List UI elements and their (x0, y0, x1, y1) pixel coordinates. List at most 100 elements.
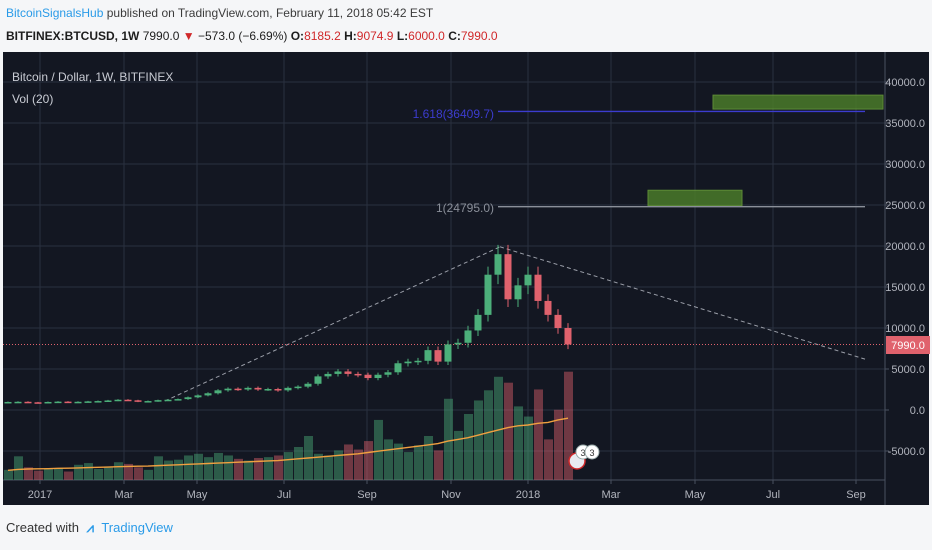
volume-bar (494, 376, 503, 480)
candle-body (64, 401, 72, 404)
x-tick-label: Sep (846, 489, 866, 501)
volume-bar (284, 452, 293, 480)
down-arrow-icon: ▼ (182, 29, 195, 43)
target-zone-upper (712, 94, 884, 110)
volume-bar (124, 463, 133, 480)
volume-bar (264, 457, 273, 480)
volume-bar (424, 436, 433, 480)
candle-body (4, 401, 12, 404)
volume-bar (514, 406, 523, 480)
candle-body (114, 399, 122, 402)
tradingview-brand[interactable]: TradingView (101, 520, 173, 535)
y-tick-label: 35000.0 (885, 118, 925, 130)
candle-body (254, 387, 262, 390)
candle-body (434, 350, 442, 362)
candle-body (384, 372, 392, 375)
candle-body (344, 371, 352, 374)
y-tick-label: -5000.0 (888, 446, 925, 458)
volume-bar (84, 463, 93, 480)
volume-bar (294, 447, 303, 480)
publisher-username[interactable]: BitcoinSignalsHub (6, 6, 104, 20)
close-value: 7990.0 (460, 29, 498, 43)
y-tick-label: 20000.0 (885, 241, 925, 253)
event-markers[interactable]: 3 3 (568, 444, 600, 470)
candle-body (74, 401, 82, 404)
series-legend[interactable]: Bitcoin / Dollar, 1W, BITFINEX (12, 70, 173, 84)
low-value: 6000.0 (408, 29, 445, 43)
volume-legend[interactable]: Vol (20) (12, 92, 53, 106)
event-count-1: 3 (580, 448, 585, 458)
tradingview-logo-icon[interactable]: ⩘ (86, 520, 94, 535)
chart-background (3, 52, 929, 505)
trend-lines (3, 246, 885, 402)
volume-bar (74, 464, 83, 480)
candle-body (154, 400, 162, 402)
volume-bar (204, 457, 213, 480)
candle-body (544, 300, 552, 315)
candle-body (224, 388, 232, 391)
target-zone-lower (647, 189, 743, 207)
candle-body (104, 400, 112, 402)
high-value: 9074.9 (356, 29, 394, 43)
volume-bar (14, 456, 23, 480)
candle-body (144, 401, 152, 403)
volume-bar (354, 449, 363, 480)
price-chart[interactable]: 2017 Mar May Jul Sep Nov 2018 Mar May Jul Sep 4000… (0, 0, 932, 510)
y-axis-bg (885, 52, 929, 505)
volume-ma-line (7, 417, 569, 471)
close-label: C: (448, 29, 461, 43)
volume-bar (104, 466, 113, 480)
candle-body (294, 386, 302, 389)
open-value: 8185.2 (304, 29, 341, 43)
y-tick-label: 5000.0 (891, 364, 925, 376)
low-label: L: (396, 29, 409, 43)
candle-body (564, 328, 572, 345)
volume-bar (344, 444, 353, 480)
volume-bar (224, 455, 233, 480)
volume-bar (404, 452, 413, 480)
volume-bar (564, 371, 573, 480)
volume-bar (554, 409, 563, 480)
candle-body (124, 399, 132, 402)
candle-body (24, 401, 32, 404)
y-tick-label: 0.0 (910, 405, 925, 417)
volume-ma (7, 417, 569, 471)
volume-bar (254, 458, 263, 480)
candle-body (414, 360, 422, 363)
current-price-tag: 7990.0 (891, 340, 925, 352)
volume-bar (114, 462, 123, 480)
volume-bar (164, 460, 173, 480)
volume-bar (504, 382, 513, 480)
publisher-line: BitcoinSignalsHub published on TradingVi… (6, 6, 433, 20)
volume-bar (274, 455, 283, 480)
event-badge-2[interactable] (584, 444, 600, 460)
candle-body (214, 390, 222, 394)
volume-bar (194, 453, 203, 480)
x-tick-label: Jul (277, 489, 291, 501)
volume-bar (394, 443, 403, 480)
symbol-quote-line: BITFINEX:BTCUSD, 1W 7990.0 ▼ −573.0 (−6.… (6, 29, 498, 43)
volume-bar (234, 458, 243, 480)
candle-body (504, 254, 512, 300)
candle-body (324, 373, 332, 377)
volume-bar (524, 416, 533, 480)
y-axis: 40000.0 35000.0 30000.0 25000.0 20000.0 15000… (884, 52, 929, 505)
high-label: H: (344, 29, 357, 43)
candle-body (464, 330, 472, 343)
volume-bar (364, 441, 373, 480)
volume-bar (374, 419, 383, 480)
y-tick-label: 40000.0 (885, 77, 925, 89)
volume-bar (464, 414, 473, 480)
candle-body (194, 395, 202, 398)
candle-body (164, 399, 172, 402)
volume-bar (184, 455, 193, 480)
trend-line-up (164, 246, 501, 402)
x-tick-label: May (685, 489, 706, 501)
candle-body (404, 361, 412, 364)
volume-bar (144, 469, 153, 480)
event-count-2: 3 (589, 448, 594, 458)
x-tick-label: Mar (115, 489, 134, 501)
candle-body (14, 401, 22, 404)
x-tick-label: Jul (766, 489, 780, 501)
x-tick-label: 2018 (516, 489, 540, 501)
